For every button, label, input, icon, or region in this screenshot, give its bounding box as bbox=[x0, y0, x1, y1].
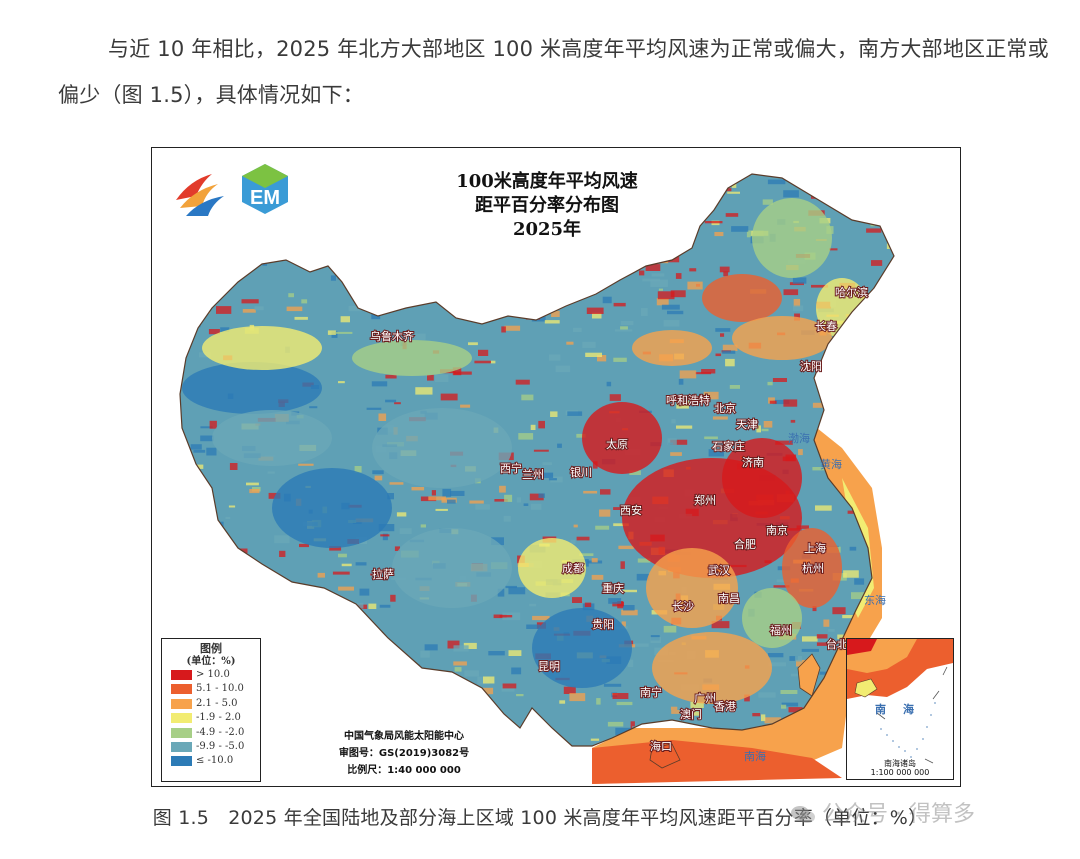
credit-scale: 比例尺：1:40 000 000 bbox=[347, 765, 461, 776]
city-label: 南宁 bbox=[640, 685, 662, 699]
inset-map bbox=[847, 639, 953, 764]
city-label: 哈尔滨 bbox=[835, 285, 868, 299]
legend-item: -4.9 - -2.0 bbox=[162, 726, 260, 740]
legend-label: > 10.0 bbox=[196, 669, 230, 680]
city-label: 西宁 bbox=[500, 461, 522, 475]
city-label: 郑州 bbox=[694, 493, 716, 507]
legend-title: 图例 bbox=[200, 642, 222, 655]
inset-sea-label: 南 bbox=[875, 703, 886, 716]
legend-swatch bbox=[171, 741, 192, 752]
legend-item: 2.1 - 5.0 bbox=[162, 697, 260, 711]
south-china-sea-inset: 南 海 南海诸岛 1:100 000 000 bbox=[846, 638, 954, 780]
city-label: 天津 bbox=[736, 418, 758, 431]
legend-label: 5.1 - 10.0 bbox=[196, 683, 244, 695]
city-label: 兰州 bbox=[522, 468, 544, 481]
inset-caption-line: 1:100 000 000 bbox=[870, 768, 930, 777]
legend-label: 2.1 - 5.0 bbox=[196, 697, 238, 709]
sea-label: 渤海 bbox=[788, 431, 810, 445]
legend-swatch bbox=[171, 727, 192, 738]
legend-item: -9.9 - -5.0 bbox=[162, 740, 260, 754]
city-label: 重庆 bbox=[602, 581, 624, 595]
city-label: 北京 bbox=[714, 401, 736, 415]
inset-caption-line: 南海诸岛 bbox=[884, 759, 916, 768]
city-label: 银川 bbox=[570, 465, 592, 479]
intro-paragraph: 与近 10 年相比，2025 年北方大部地区 100 米高度年平均风速为正常或偏… bbox=[58, 37, 1049, 107]
city-label: 呼和浩特 bbox=[666, 393, 710, 407]
legend-swatch bbox=[171, 698, 192, 709]
legend-swatch bbox=[171, 684, 192, 695]
legend-swatch bbox=[171, 713, 192, 724]
sea-label: 南海 bbox=[744, 749, 766, 763]
map-credits: 中国气象局风能太阳能中心 审图号：GS(2019)3082号 比例尺：1:40 … bbox=[304, 728, 504, 779]
legend-label: -1.9 - 2.0 bbox=[196, 712, 241, 724]
city-label: 沈阳 bbox=[800, 359, 822, 373]
map-title-line: 距平百分率分布图 bbox=[475, 195, 619, 216]
city-label: 福州 bbox=[770, 623, 792, 637]
city-label: 南京 bbox=[766, 523, 788, 537]
em-logo-icon: EM bbox=[242, 164, 288, 214]
map-title-line: 2025年 bbox=[512, 219, 582, 240]
city-label: 济南 bbox=[742, 455, 764, 469]
city-label: 石家庄 bbox=[712, 439, 745, 453]
map-figure: 哈尔滨长春沈阳 乌鲁木齐呼和浩特 北京 天津太原 石家庄济南银川 兰州 西宁郑州西安南京 合肥… bbox=[151, 147, 961, 787]
legend-label: ≤ -10.0 bbox=[196, 755, 234, 767]
legend-item: > 10.0 bbox=[162, 668, 260, 682]
legend-swatch bbox=[171, 670, 192, 680]
inset-sea-label: 海 bbox=[903, 703, 914, 716]
watermark-text: 公众号 · 得算多 bbox=[822, 802, 975, 827]
city-label: 合肥 bbox=[734, 537, 756, 551]
svg-text:EM: EM bbox=[250, 187, 280, 209]
city-label: 拉萨 bbox=[372, 567, 394, 581]
city-label: 乌鲁木齐 bbox=[370, 329, 414, 343]
map-title-line: 100米高度年平均风速 bbox=[456, 171, 638, 192]
city-label: 长沙 bbox=[672, 600, 694, 613]
city-label: 武汉 bbox=[708, 564, 730, 577]
city-label: 太原 bbox=[606, 438, 628, 451]
legend-label: -9.9 - -5.0 bbox=[196, 740, 245, 752]
inset-caption: 南海诸岛 1:100 000 000 bbox=[847, 759, 953, 777]
map-legend: 图例 (单位：%) > 10.0 5.1 - 10.0 2.1 - 5.0 -1.9 … bbox=[161, 638, 261, 782]
city-label: 西安 bbox=[620, 503, 642, 517]
city-label: 贵阳 bbox=[592, 618, 614, 631]
legend-item: 5.1 - 10.0 bbox=[162, 682, 260, 696]
cwpc-logo-icon bbox=[176, 174, 224, 216]
city-label: 上海 bbox=[804, 541, 826, 555]
legend-item: -1.9 - 2.0 bbox=[162, 711, 260, 725]
map-title: 100米高度年平均风速 距平百分率分布图 2025年 bbox=[432, 170, 662, 242]
wechat-icon bbox=[791, 806, 815, 823]
credit-org: 中国气象局风能太阳能中心 bbox=[344, 731, 464, 742]
sea-label: 东海 bbox=[864, 593, 886, 607]
city-label: 杭州 bbox=[802, 561, 824, 575]
sea-label: 黄海 bbox=[820, 457, 842, 471]
city-label: 长春 bbox=[815, 320, 837, 333]
legend-label: -4.9 - -2.0 bbox=[196, 726, 245, 738]
watermark: 公众号 · 得算多 bbox=[790, 796, 975, 828]
city-label: 广州 bbox=[694, 692, 716, 705]
taiwan-island bbox=[797, 653, 821, 697]
figure-caption: 图 1.5 2025 年全国陆地及部分海上区域 100 米高度年平均风速距平百分… bbox=[152, 807, 928, 829]
city-label: 昆明 bbox=[538, 660, 560, 673]
city-label: 南昌 bbox=[718, 592, 740, 605]
city-label: 台北 bbox=[826, 637, 848, 651]
legend-item: ≤ -10.0 bbox=[162, 754, 260, 768]
city-label: 成都 bbox=[562, 562, 584, 575]
hainan-island bbox=[649, 743, 681, 769]
legend-swatch bbox=[171, 756, 192, 767]
city-label: 香港 bbox=[714, 700, 736, 713]
legend-unit: (单位：%) bbox=[186, 656, 236, 667]
city-label: 海口 bbox=[650, 739, 672, 753]
credit-approval-number: 审图号：GS(2019)3082号 bbox=[338, 748, 470, 759]
city-label: 澳门 bbox=[680, 707, 702, 721]
